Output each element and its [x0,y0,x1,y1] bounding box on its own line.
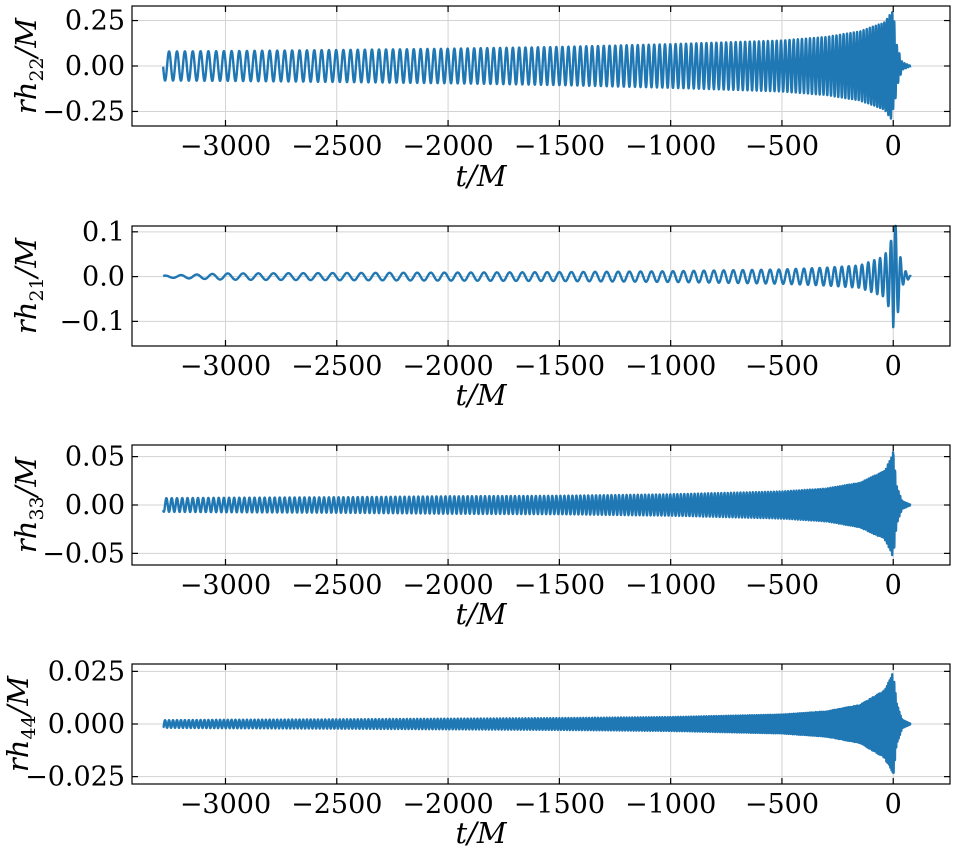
x-axis-label: t/M [455,378,507,412]
x-tick-label: −1500 [514,789,605,820]
panel-1: −3000 −2500 −2000 −1500 −1000 −500 0 −0.25 0.00 0… [9,5,951,193]
y-label-tail: /M [9,237,43,281]
waveform-series [162,673,913,774]
y-label-tail: /M [9,456,43,500]
x-tick-label: −500 [745,570,819,601]
y-label-main: rh [9,82,43,115]
y-axis-label: rh22/M [9,17,48,115]
x-tick-label: −2000 [402,131,493,162]
x-tick-label: −2500 [291,351,382,382]
x-tick-label: −2500 [291,789,382,820]
y-label-main: rh [9,521,43,554]
y-tick-label: 0.05 [65,442,125,473]
x-tick-label: −1000 [625,131,716,162]
x-tick-label: −3000 [180,351,271,382]
x-tick-label: −1500 [514,351,605,382]
x-tick-label: −1000 [625,570,716,601]
y-tick-label: 0.00 [65,51,125,82]
y-tick-label: 0.1 [82,217,125,248]
waveform-series [162,224,913,329]
x-axis-label: t/M [455,816,507,850]
panel-2: −3000 −2500 −2000 −1500 −1000 −500 0 −0.1 0.0 0.1… [9,217,951,412]
y-label-main: rh [1,740,35,773]
y-axis-label: rh44/M [1,675,40,773]
y-tick-label: 0.00 [65,490,125,521]
y-tick-label: −0.25 [42,96,125,127]
y-tick-label: 0.025 [48,656,125,687]
x-tick-label: −500 [745,131,819,162]
x-tick-label: −3000 [180,570,271,601]
x-tick-label: 0 [885,351,902,382]
y-tick-label: 0.000 [48,709,125,740]
x-tick-label: −1500 [514,131,605,162]
x-axis-label: t/M [455,597,507,631]
y-axis-label: rh33/M [9,456,48,554]
y-tick-label: −0.05 [42,538,125,569]
y-label-tail: /M [9,17,43,61]
x-tick-label: −1000 [625,351,716,382]
x-tick-label: −3000 [180,131,271,162]
y-label-subscript: 22 [26,57,48,81]
x-tick-label: −3000 [180,789,271,820]
y-tick-label: 0.0 [82,262,125,293]
x-tick-label: −1000 [625,789,716,820]
waveform-series [161,451,913,557]
x-tick-label: −2500 [291,570,382,601]
x-tick-label: −2000 [402,351,493,382]
waveform-series [161,11,913,120]
y-label-subscript: 33 [26,496,48,520]
x-tick-label: −2000 [402,789,493,820]
y-label-tail: /M [1,675,35,719]
y-label-subscript: 21 [26,277,48,301]
y-label-subscript: 44 [18,715,40,739]
panel-4: −3000 −2500 −2000 −1500 −1000 −500 0 −0.025 0.00… [1,656,951,850]
panel-3: −3000 −2500 −2000 −1500 −1000 −500 0 −0.05 0.00 0… [9,442,951,631]
x-tick-label: −1500 [514,570,605,601]
x-axis-label: t/M [455,159,507,193]
x-tick-label: 0 [885,131,902,162]
x-tick-label: 0 [885,789,902,820]
y-tick-label: 0.25 [65,6,125,37]
x-tick-label: −500 [745,789,819,820]
x-tick-label: −2500 [291,131,382,162]
x-tick-label: −2000 [402,570,493,601]
y-label-main: rh [9,302,43,335]
axes-frame [131,225,951,347]
x-tick-label: 0 [885,570,902,601]
x-tick-label: −500 [745,351,819,382]
y-tick-label: −0.1 [59,306,125,337]
y-tick-label: −0.025 [25,762,125,793]
y-axis-label: rh21/M [9,237,48,335]
